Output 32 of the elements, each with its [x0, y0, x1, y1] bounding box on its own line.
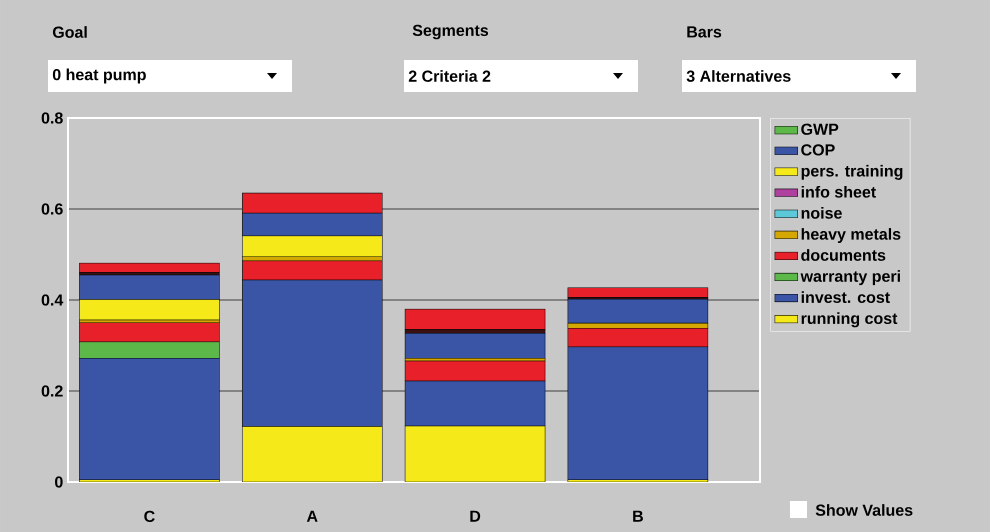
x-tick-label: D	[470, 510, 480, 522]
legend-label: warranty peri	[800, 270, 900, 286]
bar	[404, 332, 546, 359]
y-tick-label: 0.2	[42, 385, 63, 397]
legend-label: running cost	[802, 312, 898, 328]
text: Show Values	[816, 504, 912, 516]
y-tick-label: 0.8	[42, 112, 63, 124]
bar	[242, 426, 382, 482]
legend-label: pers. training	[802, 164, 902, 180]
text: 0 heat pump	[52, 68, 146, 84]
legend-label: COP	[801, 144, 835, 156]
legend-label: invest. cost	[802, 291, 890, 303]
x-tick-label: A	[306, 510, 318, 522]
bar	[404, 308, 546, 330]
text: 2 Criteria 2	[408, 70, 490, 82]
text: Goal	[52, 26, 87, 38]
y-tick-label: 0	[55, 476, 63, 488]
legend-label: heavy metals	[802, 228, 900, 243]
text: Segments	[412, 24, 488, 40]
legend-label: noise	[802, 207, 842, 219]
legend-label: info sheet	[802, 186, 876, 198]
text: Bars	[687, 26, 722, 38]
y-tick-label: 0.6	[42, 203, 63, 215]
legend-label: GWP	[801, 124, 838, 135]
bar	[79, 262, 220, 273]
bar	[568, 287, 708, 298]
legend-label: documents	[801, 249, 886, 261]
x-tick-label: C	[144, 510, 155, 522]
bar	[405, 426, 546, 482]
x-tick-label: B	[633, 510, 643, 522]
y-tick-label: 0.4	[42, 294, 64, 306]
text: 3 Alternatives	[686, 70, 791, 82]
